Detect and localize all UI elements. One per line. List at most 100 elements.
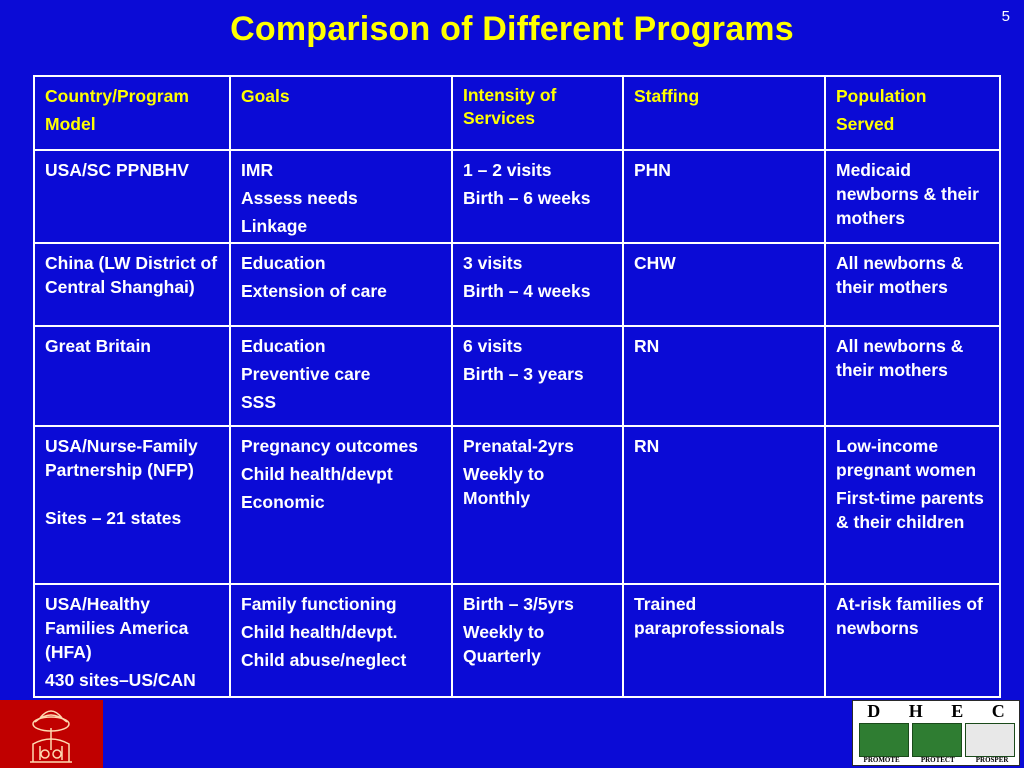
- cell-line: Assess needs: [241, 188, 358, 208]
- cell-line: Pregnancy outcomes: [241, 436, 418, 456]
- dhec-motto: PROMOTE PROTECT PROSPER: [853, 756, 1019, 764]
- cell-staffing: RN: [622, 325, 826, 427]
- cell-goals: Education Extension of care: [229, 242, 453, 327]
- cell-population: At-risk families of newborns: [824, 583, 1001, 698]
- cell-line: Birth – 4 weeks: [463, 281, 591, 301]
- cell-line: USA/Nurse-Family Partnership (NFP): [45, 436, 198, 480]
- header-line: Intensity of Services: [463, 85, 557, 128]
- cell-line: RN: [634, 436, 660, 456]
- cell-line: Linkage: [241, 216, 308, 236]
- cell-line: Birth – 3/5yrs: [463, 594, 574, 614]
- cell-program: USA/Nurse-Family Partnership (NFP) Sites…: [33, 425, 231, 585]
- table-header-row: Country/Program Model Goals Intensity of…: [33, 75, 1001, 151]
- cell-line: RN: [634, 336, 660, 356]
- cell-line: USA/Healthy Families America (HFA): [45, 594, 189, 662]
- header-population-served: Population Served: [824, 75, 1001, 151]
- header-line: Model: [45, 114, 96, 134]
- header-staffing: Staffing: [622, 75, 826, 151]
- cell-line: 430 sites–US/CAN: [45, 670, 196, 690]
- cell-line: Weekly to Quarterly: [463, 622, 545, 666]
- cell-line: First-time parents & their children: [836, 488, 984, 532]
- cell-line: Child health/devpt: [241, 464, 393, 484]
- cell-goals: Family functioning Child health/devpt. C…: [229, 583, 453, 698]
- table-row: USA/SC PPNBHV IMR Assess needs Linkage 1…: [33, 149, 1001, 244]
- cell-line: Education: [241, 253, 326, 273]
- cell-line: At-risk families of newborns: [836, 594, 983, 638]
- cell-population: All newborns & their mothers: [824, 325, 1001, 427]
- sc-state-seal-icon: [0, 700, 103, 768]
- cell-line: SSS: [241, 392, 277, 412]
- tools-icon: [859, 723, 909, 757]
- cell-staffing: RN: [622, 425, 826, 585]
- table-row: Great Britain Education Preventive care …: [33, 325, 1001, 427]
- cell-line: Sites – 21 states: [45, 508, 182, 528]
- cell-line: All newborns & their mothers: [836, 336, 964, 380]
- cell-line: 1 – 2 visits: [463, 160, 552, 180]
- cell-line: Medicaid newborns & their mothers: [836, 160, 979, 228]
- cell-program: China (LW District of Central Shanghai): [33, 242, 231, 327]
- header-line: Population: [836, 86, 927, 106]
- cell-line: Weekly to Monthly: [463, 464, 545, 508]
- sc-map-icon: [965, 723, 1015, 757]
- table-row: China (LW District of Central Shanghai) …: [33, 242, 1001, 327]
- dhec-emblem-boxes: [859, 723, 1015, 757]
- header-goals: Goals: [229, 75, 453, 151]
- cell-line: Birth – 6 weeks: [463, 188, 591, 208]
- cell-line: Economic: [241, 492, 325, 512]
- cell-intensity: 1 – 2 visits Birth – 6 weeks: [451, 149, 624, 244]
- header-line: Served: [836, 114, 895, 134]
- cell-line: Low-income pregnant women: [836, 436, 977, 480]
- table-row: USA/Nurse-Family Partnership (NFP) Sites…: [33, 425, 1001, 585]
- cell-line: 6 visits: [463, 336, 523, 356]
- dhec-motto-word: PROSPER: [975, 756, 1009, 764]
- comparison-table: Country/Program Model Goals Intensity of…: [33, 75, 1001, 698]
- cell-intensity: 3 visits Birth – 4 weeks: [451, 242, 624, 327]
- cell-line: Extension of care: [241, 281, 387, 301]
- cell-line: 3 visits: [463, 253, 523, 273]
- cell-line: Education: [241, 336, 326, 356]
- cell-intensity: Prenatal-2yrs Weekly to Monthly: [451, 425, 624, 585]
- dhec-letter: C: [991, 701, 1005, 721]
- cell-line: Child abuse/neglect: [241, 650, 407, 670]
- header-intensity-of-services: Intensity of Services: [451, 75, 624, 151]
- table-row: USA/Healthy Families America (HFA) 430 s…: [33, 583, 1001, 698]
- dhec-logo: D H E C PROMOTE PROTECT PROSPER: [852, 700, 1020, 766]
- cell-goals: Education Preventive care SSS: [229, 325, 453, 427]
- cell-line: Family functioning: [241, 594, 397, 614]
- cell-population: Medicaid newborns & their mothers: [824, 149, 1001, 244]
- slide-number: 5: [1001, 8, 1010, 25]
- header-country-program-model: Country/Program Model: [33, 75, 231, 151]
- cell-population: All newborns & their mothers: [824, 242, 1001, 327]
- dhec-motto-word: PROMOTE: [863, 756, 900, 764]
- dhec-motto-word: PROTECT: [920, 756, 955, 764]
- cell-line: CHW: [634, 253, 676, 273]
- cell-program: USA/SC PPNBHV: [33, 149, 231, 244]
- cell-line: All newborns & their mothers: [836, 253, 964, 297]
- dhec-letter: E: [951, 701, 964, 721]
- dhec-letter: H: [908, 701, 923, 721]
- header-line: Country/Program: [45, 86, 189, 106]
- cell-intensity: Birth – 3/5yrs Weekly to Quarterly: [451, 583, 624, 698]
- cell-line: IMR: [241, 160, 274, 180]
- cell-line: Prenatal-2yrs: [463, 436, 574, 456]
- dhec-letters: D H E C: [853, 701, 1019, 721]
- cell-line: Great Britain: [45, 336, 151, 356]
- dhec-letter: D: [867, 701, 881, 721]
- cell-program: USA/Healthy Families America (HFA) 430 s…: [33, 583, 231, 698]
- cell-line: Child health/devpt.: [241, 622, 398, 642]
- cell-line: China (LW District of Central Shanghai): [45, 253, 218, 297]
- cell-goals: Pregnancy outcomes Child health/devpt Ec…: [229, 425, 453, 585]
- header-line: Goals: [241, 86, 290, 106]
- slide-title: Comparison of Different Programs: [230, 10, 794, 48]
- cell-goals: IMR Assess needs Linkage: [229, 149, 453, 244]
- header-line: Staffing: [634, 86, 700, 106]
- cell-staffing: CHW: [622, 242, 826, 327]
- cell-line: Trained paraprofessionals: [634, 594, 785, 638]
- cell-line: Preventive care: [241, 364, 371, 384]
- cell-line: Birth – 3 years: [463, 364, 584, 384]
- tree-icon: [912, 723, 962, 757]
- cell-intensity: 6 visits Birth – 3 years: [451, 325, 624, 427]
- cell-line: PHN: [634, 160, 671, 180]
- cell-staffing: PHN: [622, 149, 826, 244]
- cell-program: Great Britain: [33, 325, 231, 427]
